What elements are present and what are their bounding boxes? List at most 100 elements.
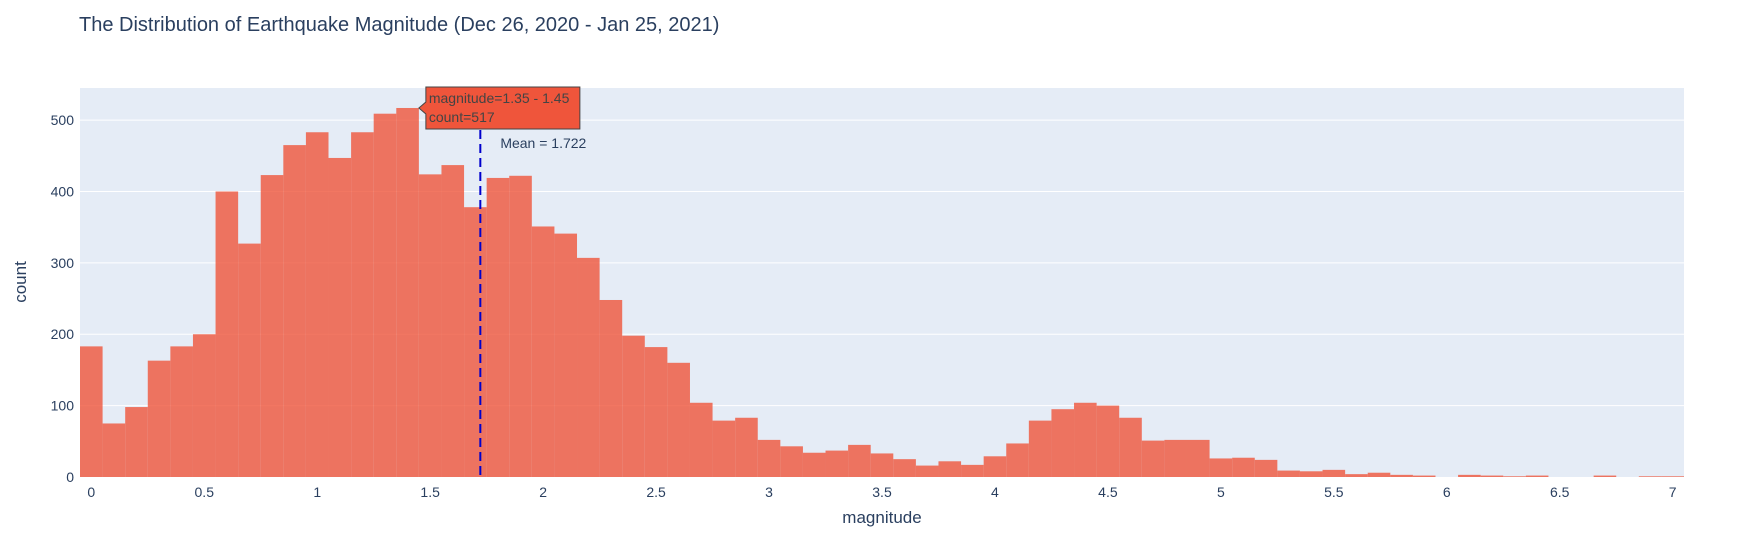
histogram-bar[interactable]	[80, 346, 103, 477]
histogram-bar[interactable]	[1367, 472, 1391, 477]
x-tick-label: 3.5	[872, 484, 892, 500]
histogram-bar[interactable]	[351, 132, 374, 477]
histogram-bar[interactable]	[1480, 475, 1504, 477]
histogram-bar[interactable]	[305, 132, 329, 477]
histogram-bar[interactable]	[396, 107, 419, 477]
histogram-bar[interactable]	[712, 420, 736, 477]
histogram-bar[interactable]	[622, 335, 645, 477]
histogram-bar[interactable]	[1390, 474, 1413, 477]
histogram-bar[interactable]	[125, 407, 148, 477]
histogram-bar[interactable]	[554, 233, 578, 477]
histogram-bar[interactable]	[667, 362, 690, 477]
histogram-bar[interactable]	[1593, 475, 1617, 477]
histogram-bar[interactable]	[441, 165, 465, 477]
y-tick-label: 300	[51, 255, 75, 271]
y-axis-title: count	[11, 261, 30, 303]
histogram-bar[interactable]	[1096, 405, 1120, 477]
histogram-bar[interactable]	[418, 174, 442, 477]
histogram-bar[interactable]	[486, 177, 510, 477]
histogram-bar[interactable]	[938, 461, 962, 477]
histogram-bar[interactable]	[1661, 476, 1684, 477]
hover-tooltip-magnitude: magnitude=1.35 - 1.45	[429, 90, 570, 106]
histogram-bar[interactable]	[870, 453, 894, 477]
x-tick-label: 5	[1217, 484, 1225, 500]
histogram-bar[interactable]	[1458, 474, 1481, 477]
x-tick-label: 1.5	[420, 484, 440, 500]
histogram-bar[interactable]	[1503, 476, 1526, 477]
histogram-bar[interactable]	[1186, 439, 1210, 477]
x-tick-label: 3	[765, 484, 773, 500]
x-tick-label: 0.5	[195, 484, 215, 500]
histogram-bar[interactable]	[1209, 458, 1233, 477]
hover-tooltip-count: count=517	[429, 109, 495, 125]
histogram-bar[interactable]	[283, 145, 306, 477]
histogram-bar[interactable]	[531, 226, 555, 477]
x-tick-label: 2.5	[646, 484, 666, 500]
histogram-bar[interactable]	[328, 157, 352, 478]
histogram-bar[interactable]	[802, 452, 826, 477]
histogram-bar[interactable]	[1525, 475, 1549, 477]
histogram-bar[interactable]	[1232, 457, 1255, 477]
histogram-bar[interactable]	[464, 207, 487, 477]
hover-tooltip-box	[418, 86, 581, 130]
x-tick-label: 7	[1669, 484, 1677, 500]
y-tick-label: 0	[66, 469, 74, 485]
histogram-bars	[80, 107, 1684, 478]
histogram-bar[interactable]	[1412, 475, 1436, 477]
histogram-bar[interactable]	[893, 459, 916, 477]
x-tick-label: 1	[313, 484, 321, 500]
x-tick-label: 0	[87, 484, 95, 500]
histogram-bar[interactable]	[192, 334, 216, 477]
histogram-bar[interactable]	[509, 175, 532, 477]
x-tick-label: 6.5	[1550, 484, 1570, 500]
histogram-bar[interactable]	[1141, 440, 1165, 477]
y-tick-label: 400	[51, 183, 75, 199]
histogram-bar[interactable]	[1254, 459, 1278, 477]
histogram-bar[interactable]	[1277, 470, 1300, 477]
histogram-bar[interactable]	[735, 417, 758, 477]
histogram-bar[interactable]	[599, 299, 623, 477]
x-tick-label: 4.5	[1098, 484, 1118, 500]
histogram-bar[interactable]	[1074, 402, 1097, 477]
histogram-bar[interactable]	[238, 243, 261, 477]
histogram-bar[interactable]	[825, 450, 849, 477]
histogram-bar[interactable]	[1322, 469, 1346, 477]
histogram-bar[interactable]	[1006, 443, 1029, 477]
histogram-bar[interactable]	[102, 423, 126, 477]
histogram-bar[interactable]	[983, 456, 1007, 477]
histogram-bar[interactable]	[757, 439, 781, 477]
histogram-bar[interactable]	[1638, 476, 1662, 477]
histogram-bar[interactable]	[170, 346, 193, 477]
y-tick-label: 200	[51, 326, 75, 342]
histogram-bar[interactable]	[1119, 417, 1142, 477]
histogram-bar[interactable]	[961, 464, 984, 477]
mean-annotation: Mean = 1.722	[500, 135, 586, 151]
y-tick-label: 500	[51, 112, 75, 128]
chart-title: The Distribution of Earthquake Magnitude…	[79, 14, 719, 36]
histogram-bar[interactable]	[780, 446, 803, 477]
histogram-bar[interactable]	[689, 402, 713, 477]
x-axis-title: magnitude	[842, 508, 921, 527]
histogram-bar[interactable]	[1345, 474, 1368, 477]
histogram-bar[interactable]	[1164, 439, 1187, 477]
x-tick-label: 6	[1443, 484, 1451, 500]
histogram-bar[interactable]	[1051, 409, 1075, 477]
x-tick-label: 4	[991, 484, 999, 500]
histogram-bar[interactable]	[215, 191, 239, 477]
histogram-bar[interactable]	[577, 257, 600, 477]
histogram-bar[interactable]	[1299, 471, 1323, 477]
histogram-bar[interactable]	[373, 113, 397, 478]
hover-tooltip: magnitude=1.35 - 1.45 count=517	[418, 86, 581, 130]
histogram-bar[interactable]	[848, 444, 871, 477]
x-tick-label: 2	[539, 484, 547, 500]
histogram-bar[interactable]	[915, 465, 939, 477]
histogram-bar[interactable]	[147, 360, 171, 477]
x-tick-label: 5.5	[1324, 484, 1344, 500]
histogram-bar[interactable]	[1028, 420, 1052, 477]
y-axis-ticks: 0 100 200 300 400 500	[51, 112, 75, 485]
y-tick-label: 100	[51, 398, 75, 414]
x-axis-ticks: 0 0.5 1 1.5 2 2.5 3 3.5 4 4.5 5 5.5 6 6.5 7	[87, 484, 1676, 500]
histogram-bar[interactable]	[644, 347, 668, 477]
histogram-bar[interactable]	[260, 175, 284, 477]
